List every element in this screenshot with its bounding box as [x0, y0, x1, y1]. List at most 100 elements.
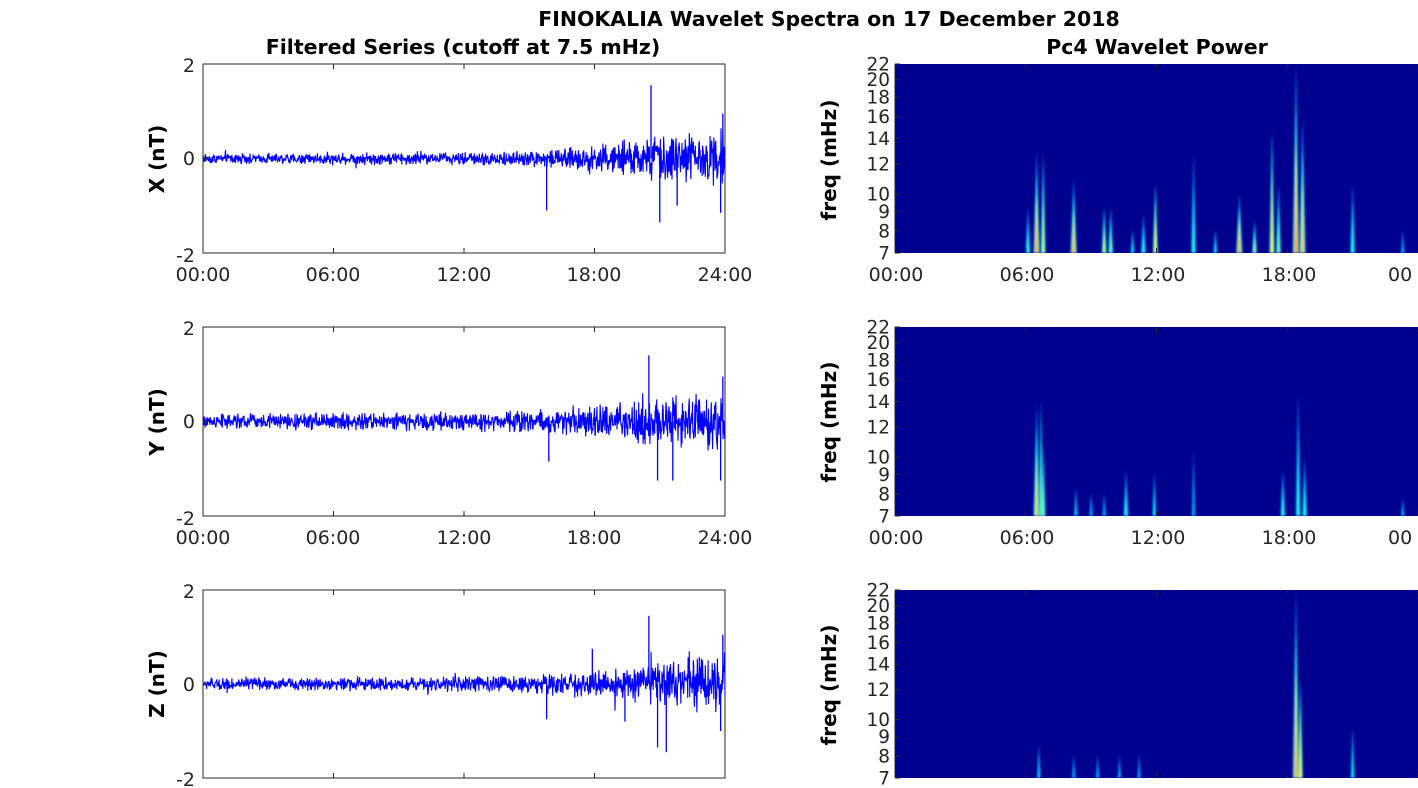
y-xtick-2: 12:00 [437, 527, 492, 549]
burst-5 [1292, 590, 1300, 778]
burst-2 [1040, 445, 1046, 516]
burst-5 [1102, 492, 1106, 516]
y-wavelet-xtick-0: 00:00 [869, 527, 924, 549]
y-xtick-4: 24:00 [698, 527, 753, 549]
ytick-label-8: 20 [866, 596, 890, 617]
ytick-label-1: 8 [878, 747, 890, 768]
x-wavelet-xtick-1: 06:00 [1000, 264, 1055, 286]
burst-9 [1191, 153, 1196, 253]
series-line [203, 651, 725, 713]
y-wavelet-xtick-1: 06:00 [1000, 527, 1055, 549]
z-axis-ticks [202, 589, 726, 779]
z-wavelet-ylabel: freq (mHz) [817, 625, 841, 746]
burst-11 [1236, 194, 1243, 253]
burst-7 [1152, 473, 1157, 516]
x-xtick-4: 24:00 [698, 264, 753, 286]
x-xtick-3: 18:00 [567, 264, 622, 286]
y-wavelet-xtick-3: 18:00 [1262, 527, 1317, 549]
y-axis-ticks [202, 326, 726, 517]
burst-1 [1071, 754, 1076, 778]
ytick-label-0: 7 [878, 244, 890, 265]
burst-0 [1037, 744, 1041, 778]
ytick-label-8: 20 [866, 333, 890, 354]
ytick-label-4: 12 [866, 680, 890, 701]
x-wavelet-xtick-0: 00:00 [869, 264, 924, 286]
y-xtick-1: 06:00 [306, 527, 361, 549]
x-xtick-1: 06:00 [306, 264, 361, 286]
burst-3 [1070, 178, 1077, 253]
burst-0 [1033, 401, 1040, 516]
ytick-label-5: 14 [866, 392, 890, 413]
burst-10 [1295, 393, 1301, 516]
ytick-label-0: 7 [878, 769, 890, 788]
burst-4 [1137, 754, 1141, 778]
ytick-label-5: 14 [866, 129, 890, 150]
burst-4 [1089, 492, 1093, 516]
ytick-label-9: 22 [866, 55, 890, 76]
x-ylabel: X (nT) [145, 125, 169, 194]
y-ytick-bottom: -2 [176, 508, 195, 530]
y-xtick-0: 00:00 [176, 527, 231, 549]
burst-17 [1350, 182, 1356, 253]
ytick-label-6: 16 [866, 107, 890, 128]
y-ylabel: Y (nT) [145, 388, 169, 457]
y-series-marks [203, 355, 725, 481]
burst-16 [1299, 116, 1306, 253]
burst-10 [1213, 229, 1218, 253]
y-wavelet-xtick-4: 00 [1388, 527, 1412, 549]
left-column-title: Filtered Series (cutoff at 7.5 mHz) [266, 35, 660, 59]
x-series-panel: 2 0 -2 00:00 06:00 12:00 18:00 24:00 X (… [145, 55, 752, 286]
figure-title: FINOKALIA Wavelet Spectra on 17 December… [538, 7, 1120, 31]
burst-12 [1401, 497, 1405, 516]
burst-0 [1025, 206, 1031, 253]
y-wavelet-xtick-2: 12:00 [1131, 527, 1186, 549]
burst-1 [1033, 150, 1040, 253]
x-series-marks [203, 85, 725, 223]
y-wavelet-bursts [1033, 393, 1405, 516]
burst-2 [1095, 754, 1100, 778]
ytick-label-3: 10 [866, 710, 890, 731]
ytick-label-7: 18 [866, 351, 890, 372]
z-series-panel: 2 0 -2 Z (nT) [145, 581, 726, 788]
burst-14 [1276, 182, 1281, 253]
ytick-label-7: 18 [866, 613, 890, 634]
ytick-label-8: 20 [866, 70, 890, 91]
ytick-label-4: 12 [866, 155, 890, 176]
y-wavelet-axes [895, 327, 1418, 516]
x-ytick-bottom: -2 [176, 245, 195, 267]
x-ytick-mid: 0 [183, 148, 195, 170]
ytick-label-6: 16 [866, 633, 890, 654]
y-wavelet-ylabel: freq (mHz) [817, 362, 841, 483]
burst-4 [1101, 206, 1107, 253]
ytick-label-9: 22 [866, 581, 890, 602]
right-column-title: Pc4 Wavelet Power [1046, 35, 1268, 59]
x-wavelet-xtick-2: 12:00 [1131, 264, 1186, 286]
burst-18 [1401, 229, 1405, 253]
z-ylabel: Z (nT) [145, 650, 169, 718]
ytick-label-2: 9 [878, 202, 890, 223]
y-xtick-3: 18:00 [567, 527, 622, 549]
z-ytick-mid: 0 [183, 674, 195, 696]
burst-15 [1292, 64, 1300, 253]
series-line [203, 393, 725, 451]
burst-12 [1252, 220, 1257, 253]
burst-9 [1280, 469, 1286, 516]
x-ytick-top: 2 [183, 55, 195, 77]
ytick-label-2: 9 [878, 465, 890, 486]
burst-5 [1108, 206, 1114, 253]
x-xtick-2: 12:00 [437, 264, 492, 286]
ytick-label-1: 8 [878, 221, 890, 242]
x-wavelet-xtick-3: 18:00 [1262, 264, 1317, 286]
ytick-label-2: 9 [878, 727, 890, 748]
ytick-label-1: 8 [878, 484, 890, 505]
x-wavelet-bursts [1025, 64, 1405, 253]
burst-11 [1302, 457, 1308, 516]
y-ytick-mid: 0 [183, 411, 195, 433]
ytick-label-5: 14 [866, 655, 890, 676]
